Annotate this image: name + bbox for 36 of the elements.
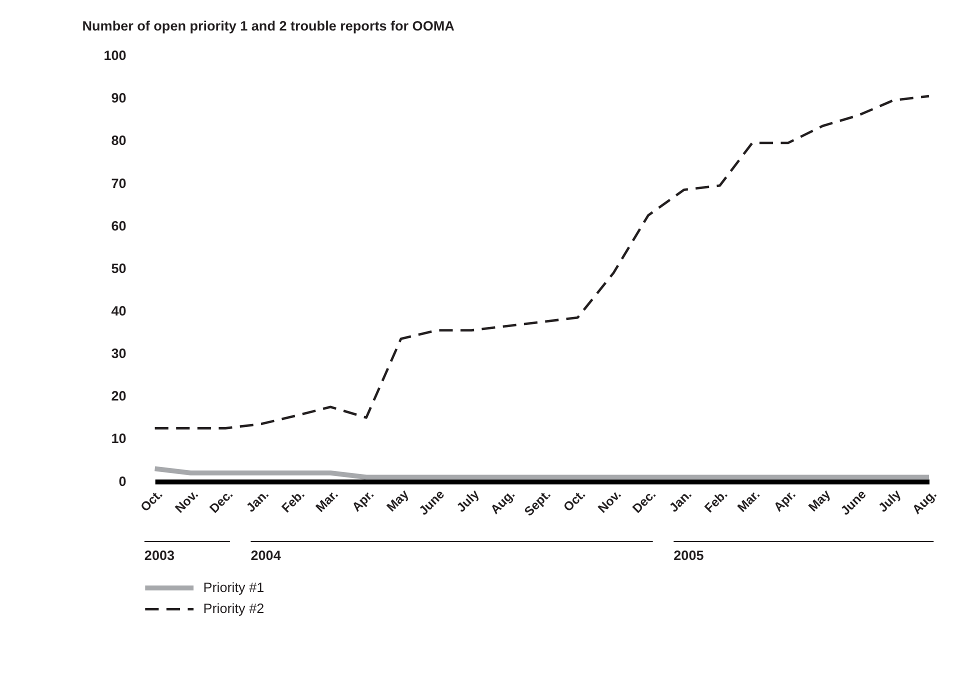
x-tick-label: Feb. — [279, 487, 308, 516]
y-tick-label: 0 — [118, 474, 126, 489]
x-tick-label: Apr. — [349, 487, 377, 514]
x-tick-label: Dec. — [206, 487, 236, 516]
y-tick-label: 10 — [111, 431, 126, 446]
x-tick-label: Nov. — [172, 487, 201, 516]
chart-title: Number of open priority 1 and 2 trouble reports for OOMA — [82, 18, 455, 34]
text: 2005 — [674, 548, 704, 563]
y-tick-label: 70 — [111, 176, 126, 191]
text: 2004 — [250, 548, 282, 563]
y-tick-label: 100 — [104, 48, 126, 64]
x-tick-label: May — [384, 487, 412, 514]
y-tick-label: 60 — [111, 218, 126, 234]
x-tick-label: Feb. — [702, 487, 730, 516]
x-tick-label: Mar. — [734, 487, 763, 515]
line-series — [154, 94, 930, 430]
x-tick-label: Nov. — [595, 487, 624, 516]
x-tick-label: Dec. — [630, 487, 659, 516]
x-tick-label: Mar. — [313, 487, 341, 515]
y-tick-label: 30 — [111, 346, 126, 362]
x-tick-label: May — [806, 487, 834, 514]
text: 2003 — [144, 548, 176, 563]
x-tick-label: Jan. — [666, 487, 694, 515]
legend-label: Priority #1 — [203, 580, 264, 595]
legend-label: Priority #2 — [203, 601, 264, 616]
x-tick-label: Aug. — [910, 487, 940, 517]
x-tick-label: Oct. — [138, 487, 166, 514]
x-tick-label: Apr. — [771, 487, 798, 514]
y-tick-label: 90 — [111, 90, 126, 106]
y-tick-label: 40 — [111, 304, 126, 318]
x-tick-label: Aug. — [488, 487, 518, 517]
y-tick-label: 20 — [111, 388, 126, 404]
y-tick-label: 50 — [111, 260, 126, 276]
y-tick-label: 80 — [111, 133, 126, 148]
x-tick-label: Oct. — [560, 487, 588, 514]
x-tick-label: Jan. — [244, 487, 272, 515]
